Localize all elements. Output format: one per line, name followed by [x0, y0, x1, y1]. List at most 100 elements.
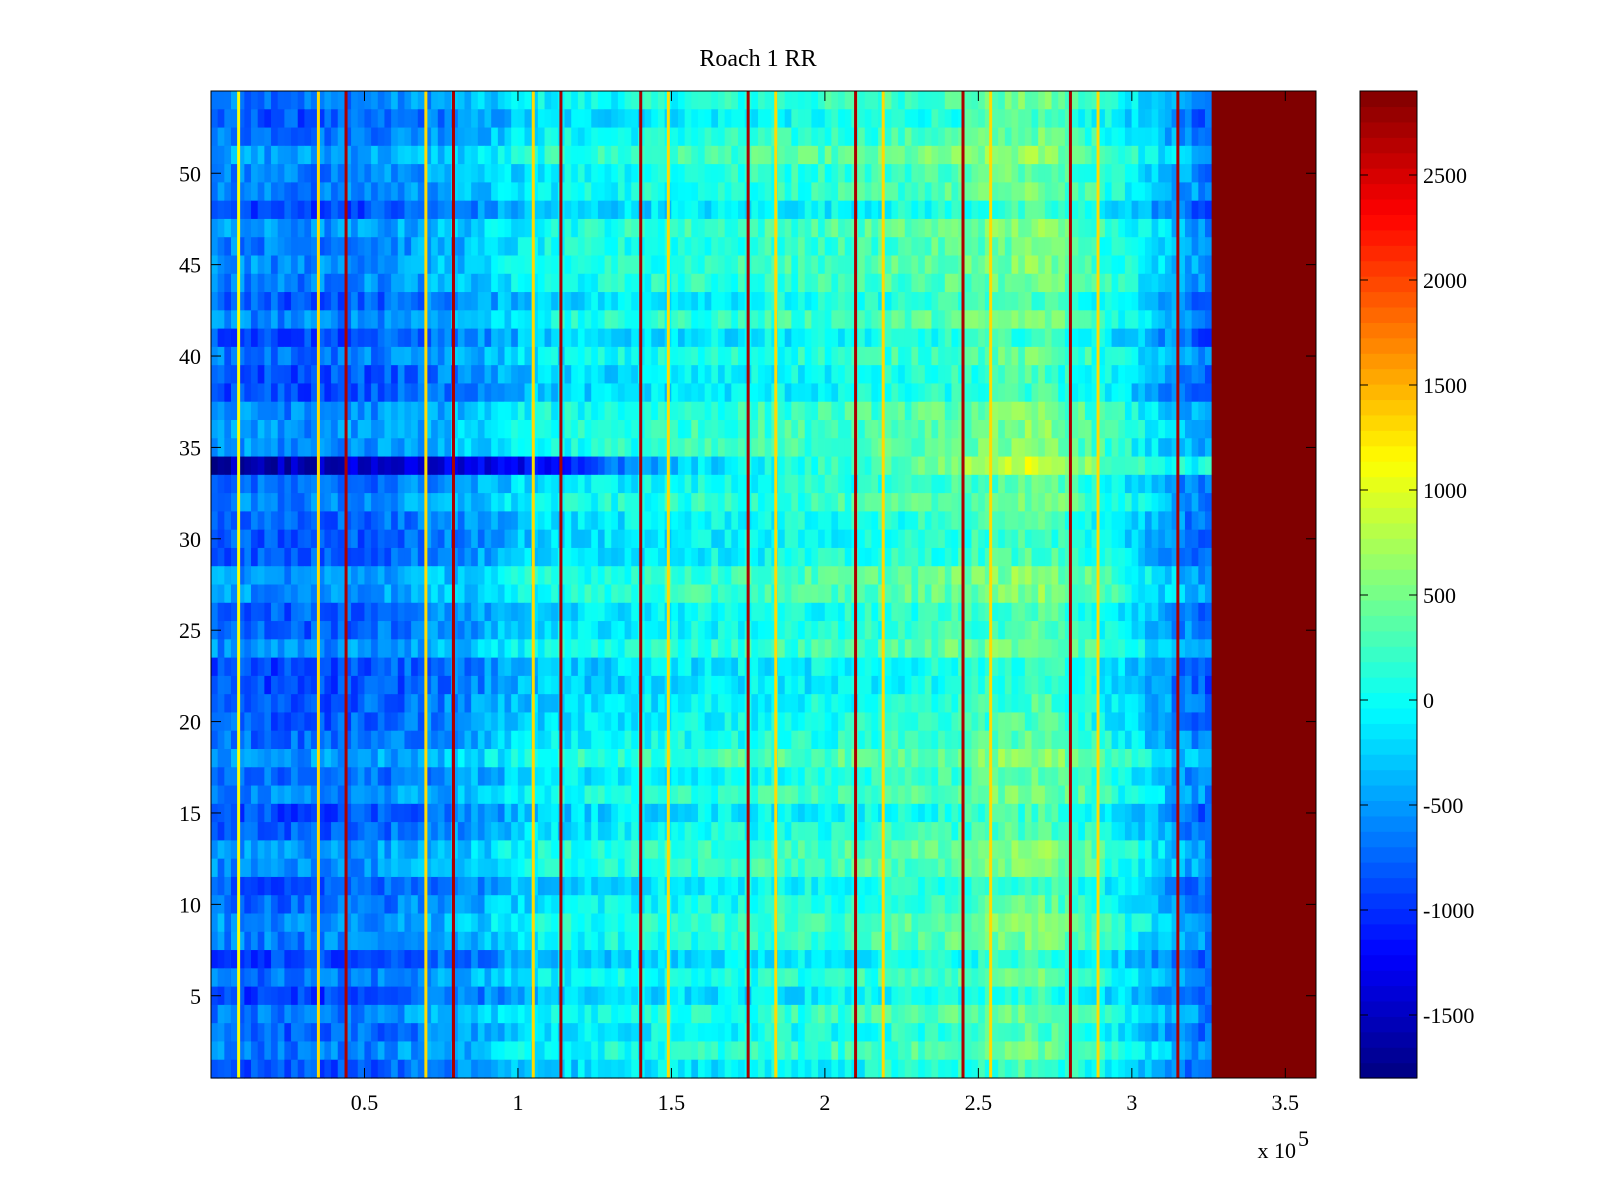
- heatmap-cell: [1044, 420, 1053, 439]
- heatmap-cell: [991, 273, 999, 293]
- heatmap-cell: [864, 639, 873, 659]
- heatmap-cell: [324, 91, 332, 110]
- heatmap-cell: [1138, 675, 1146, 695]
- heatmap-cell: [1158, 675, 1166, 695]
- heatmap-cell: [337, 657, 346, 677]
- heatmap-cell: [531, 401, 539, 421]
- heatmap-cell: [604, 200, 612, 220]
- heatmap-cell: [1178, 292, 1186, 311]
- heatmap-cell: [437, 273, 446, 293]
- heatmap-cell: [1018, 675, 1026, 695]
- heatmap-cell: [791, 91, 799, 110]
- heatmap-cell: [544, 474, 552, 494]
- heatmap-cell: [711, 127, 719, 147]
- heatmap-cell: [697, 292, 706, 311]
- heatmap-cell: [477, 200, 486, 220]
- heatmap-cell: [644, 675, 652, 695]
- heatmap-cell: [311, 182, 319, 202]
- heatmap-cell: [1118, 127, 1126, 147]
- heatmap-cell: [371, 493, 379, 512]
- heatmap-cell: [784, 365, 792, 385]
- heatmap-cell: [858, 127, 866, 147]
- heatmap-cell: [397, 182, 406, 202]
- heatmap-cell: [364, 584, 372, 604]
- heatmap-cell: [1151, 602, 1159, 622]
- heatmap-cell: [824, 127, 832, 147]
- heatmap-cell: [651, 255, 659, 275]
- heatmap-cell: [304, 566, 312, 586]
- heatmap-cell: [371, 547, 379, 567]
- heatmap-cell: [858, 164, 866, 183]
- heatmap-cell: [1104, 474, 1113, 494]
- heatmap-cell: [1204, 292, 1213, 311]
- heatmap-cell: [324, 164, 332, 183]
- heatmap-cell: [591, 584, 599, 604]
- heatmap-cell: [764, 401, 772, 421]
- heatmap-cell: [271, 255, 279, 275]
- heatmap-cell: [571, 529, 579, 549]
- heatmap-cell: [704, 420, 712, 439]
- heatmap-cell: [564, 547, 572, 567]
- heatmap-cell: [811, 237, 819, 257]
- heatmap-cell: [1058, 566, 1066, 586]
- heatmap-cell: [1144, 566, 1153, 586]
- heatmap-cell: [758, 401, 766, 421]
- heatmap-cell: [1071, 109, 1079, 129]
- heatmap-cell: [904, 474, 913, 494]
- heatmap-cell: [1111, 365, 1119, 385]
- heatmap-cell: [584, 401, 592, 421]
- heatmap-cell: [991, 383, 999, 403]
- heatmap-cell: [924, 200, 933, 220]
- heatmap-cell: [798, 91, 806, 110]
- heatmap-cell: [677, 273, 686, 293]
- heatmap-cell: [631, 91, 639, 110]
- heatmap-cell: [758, 657, 766, 677]
- heatmap-cell: [971, 91, 979, 110]
- heatmap-cell: [1124, 127, 1133, 147]
- heatmap-cell: [811, 474, 819, 494]
- heatmap-cell: [277, 109, 285, 129]
- heatmap-cell: [1171, 255, 1179, 275]
- heatmap-cell: [237, 602, 245, 622]
- heatmap-cell: [944, 493, 953, 512]
- heatmap-cell: [384, 218, 392, 238]
- heatmap-cell: [351, 474, 359, 494]
- heatmap-cell: [657, 401, 666, 421]
- heatmap-cell: [944, 91, 953, 110]
- heatmap-cell: [404, 621, 412, 640]
- heatmap-cell: [1144, 164, 1153, 183]
- heatmap-cell: [311, 547, 319, 567]
- heatmap-cell: [397, 346, 406, 366]
- heatmap-cell: [858, 310, 866, 330]
- heatmap-cell: [371, 401, 379, 421]
- heatmap-cell: [1111, 237, 1119, 257]
- heatmap-cell: [624, 273, 632, 293]
- heatmap-cell: [537, 493, 546, 512]
- heatmap-cell: [411, 566, 419, 586]
- heatmap-cell: [1164, 566, 1173, 586]
- heatmap-cell: [517, 365, 526, 385]
- heatmap-cell: [1051, 145, 1059, 165]
- heatmap-cell: [1158, 200, 1166, 220]
- heatmap-cell: [464, 365, 472, 385]
- heatmap-cell: [357, 584, 366, 604]
- heatmap-cell: [311, 365, 319, 385]
- heatmap-cell: [337, 182, 346, 202]
- heatmap-cell: [804, 456, 812, 476]
- heatmap-cell: [898, 602, 906, 622]
- heatmap-cell: [1151, 584, 1159, 604]
- heatmap-cell: [1118, 584, 1126, 604]
- heatmap-cell: [444, 346, 452, 366]
- heatmap-cell: [537, 383, 546, 403]
- heatmap-cell: [1131, 420, 1139, 439]
- heatmap-cell: [291, 91, 299, 110]
- heatmap-cell: [998, 145, 1006, 165]
- heatmap-cell: [271, 694, 279, 714]
- heatmap-cell: [904, 292, 913, 311]
- heatmap-cell: [351, 91, 359, 110]
- heatmap-cell: [791, 145, 799, 165]
- heatmap-cell: [564, 273, 572, 293]
- heatmap-cell: [384, 547, 392, 567]
- heatmap-cell: [1164, 91, 1173, 110]
- heatmap-cell: [798, 474, 806, 494]
